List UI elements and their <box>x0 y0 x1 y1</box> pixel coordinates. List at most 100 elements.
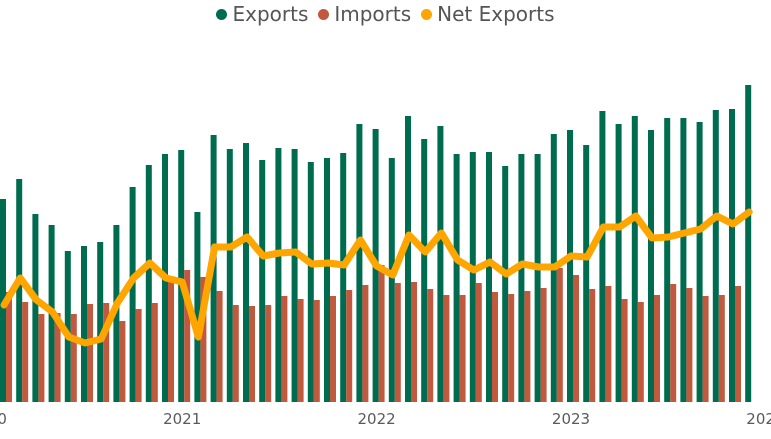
imports-bar <box>605 286 612 402</box>
exports-bar <box>729 109 735 402</box>
legend-item-imports[interactable]: Imports <box>318 2 411 26</box>
imports-bar <box>362 285 369 402</box>
exports-bar <box>275 148 282 402</box>
imports-bar <box>621 299 628 402</box>
x-tick-label: 2022 <box>358 410 396 428</box>
exports-bar <box>615 124 622 402</box>
imports-bar <box>232 305 239 402</box>
x-tick-label: 2023 <box>552 410 590 428</box>
exports-legend-dot-icon <box>216 8 228 20</box>
imports-bar <box>6 292 12 402</box>
imports-bar <box>281 296 288 402</box>
exports-bar <box>16 179 23 402</box>
imports-bar <box>589 289 596 402</box>
x-tick-label: 2024 <box>746 410 771 428</box>
imports-bar <box>702 296 709 402</box>
imports-bar <box>735 286 741 402</box>
exports-bar <box>97 242 104 402</box>
imports-bar <box>346 290 353 402</box>
legend-item-net-exports[interactable]: Net Exports <box>421 2 555 26</box>
legend-item-exports[interactable]: Exports <box>216 2 308 26</box>
imports-bar <box>200 277 207 402</box>
x-tick-label: 2020 <box>0 410 7 428</box>
imports-bar <box>686 288 693 402</box>
exports-bar <box>259 160 266 402</box>
imports-bar <box>151 303 158 402</box>
exports-bar <box>453 154 460 402</box>
exports-bar <box>291 149 298 402</box>
exports-bar <box>712 110 719 402</box>
imports-bar <box>87 304 93 402</box>
exports-bar <box>340 153 347 402</box>
imports-bar <box>265 305 272 402</box>
imports-bar <box>556 268 563 402</box>
imports-bar <box>184 270 191 402</box>
imports-bar <box>475 283 482 402</box>
imports-bar <box>297 299 304 402</box>
legend-label: Exports <box>232 2 309 26</box>
exports-bar <box>648 130 654 402</box>
imports-bar <box>540 288 547 402</box>
imports-bar <box>54 313 61 402</box>
exports-bar <box>631 116 638 402</box>
exports-bar <box>243 143 249 402</box>
exports-bar <box>32 214 39 402</box>
imports-bar <box>573 275 579 402</box>
imports-bar <box>216 291 223 402</box>
exports-bar <box>81 246 87 402</box>
imports-bar <box>38 314 45 402</box>
imports-bar <box>637 302 644 402</box>
exports-bar <box>502 166 509 402</box>
imports-bar <box>492 292 498 402</box>
imports-bar <box>524 291 531 402</box>
exports-bar <box>226 149 233 402</box>
imports-bar <box>427 289 434 402</box>
exports-bar <box>307 162 314 402</box>
exports-bar <box>534 154 541 402</box>
exports-bar <box>421 139 428 402</box>
imports-bar <box>378 265 385 402</box>
exports-bar <box>486 152 492 402</box>
exports-bar <box>388 158 395 402</box>
exports-bar <box>64 251 71 402</box>
exports-bar <box>680 118 687 402</box>
imports-bar <box>718 295 725 402</box>
imports-bar <box>168 280 174 402</box>
imports-bar <box>330 296 336 402</box>
exports-bar <box>745 85 752 402</box>
exports-bar <box>129 187 136 402</box>
exports-bar <box>405 116 411 402</box>
imports-bar <box>508 294 515 402</box>
imports-bar <box>394 283 401 402</box>
x-tick-label: 2021 <box>163 410 201 428</box>
imports-legend-dot-icon <box>318 8 330 20</box>
imports-bar <box>119 321 126 402</box>
imports-bar <box>22 302 29 402</box>
imports-bar <box>70 314 77 402</box>
exports-bar <box>469 152 476 402</box>
exports-bar <box>145 165 152 402</box>
exports-bar <box>194 212 201 402</box>
imports-bar <box>249 306 255 402</box>
imports-bar <box>135 309 142 402</box>
exports-bar <box>518 154 525 402</box>
exports-bar <box>664 118 671 402</box>
net-exports-line <box>0 208 753 347</box>
legend-label: Net Exports <box>437 2 555 26</box>
imports-bar <box>103 303 110 402</box>
imports-bar <box>411 282 417 402</box>
imports-bar <box>670 284 677 402</box>
legend: Exports Imports Net Exports <box>0 0 771 28</box>
exports-bar <box>696 122 703 402</box>
imports-bar <box>443 295 450 402</box>
imports-bar <box>459 295 466 402</box>
net-exports-legend-dot-icon <box>421 8 433 20</box>
exports-bar <box>567 130 573 402</box>
legend-label: Imports <box>334 2 412 26</box>
exports-bar <box>437 126 444 402</box>
exports-bar <box>599 111 606 402</box>
exports-bar <box>178 150 185 402</box>
exports-bar <box>324 158 330 402</box>
imports-bar <box>313 300 320 402</box>
